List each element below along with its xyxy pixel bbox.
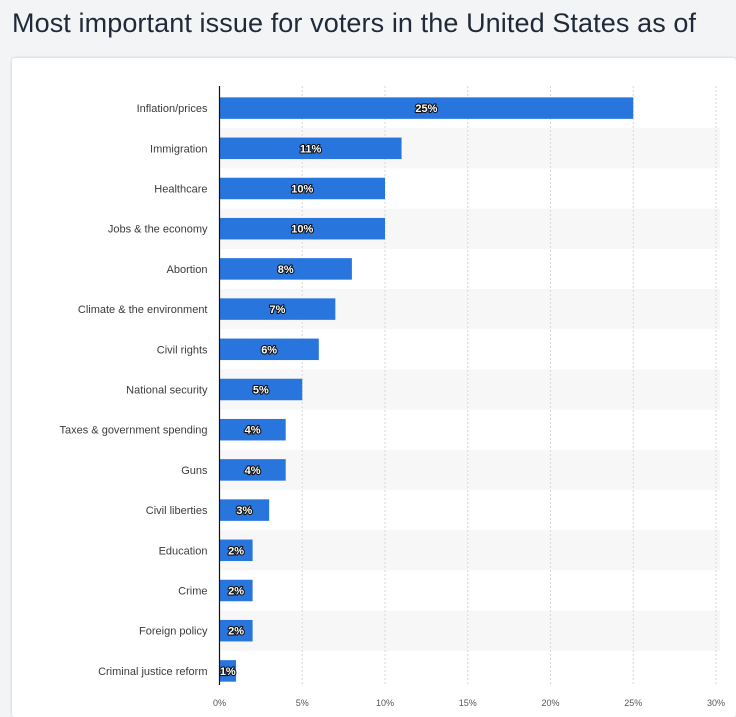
- bar: [219, 418, 286, 441]
- tick-label: 25%: [624, 698, 642, 708]
- category-label: Education: [159, 545, 208, 557]
- category-label: Taxes & government spending: [60, 425, 208, 437]
- data-label: 6%: [261, 344, 277, 356]
- category-label: Civil liberties: [146, 505, 208, 517]
- category-label: Criminal justice reform: [98, 666, 207, 678]
- category-label: Climate & the environment: [78, 304, 208, 316]
- bar: [219, 499, 270, 521]
- category-label: National security: [126, 385, 208, 397]
- tick-label: 15%: [459, 698, 477, 708]
- row-band: [219, 449, 720, 490]
- tick-labels: 0% 5% 10% 15% 20% 25% 30%: [213, 698, 725, 708]
- page-title: Most important issue for voters in the U…: [12, 8, 697, 38]
- data-label: 11%: [300, 143, 322, 155]
- data-label: 7%: [269, 304, 285, 316]
- bar: [219, 579, 253, 602]
- bar: [219, 539, 253, 562]
- category-label: Crime: [178, 586, 207, 598]
- data-label: 2%: [228, 545, 244, 557]
- tick-label: 10%: [376, 698, 394, 708]
- chart-card: Inflation/prices Immigration Healthcare Job…: [12, 58, 736, 717]
- bar: [219, 137, 402, 160]
- bar: [219, 97, 634, 119]
- category-label: Immigration: [150, 143, 207, 155]
- category-labels: Inflation/prices Immigration Healthcare Job…: [60, 103, 208, 678]
- data-labels: 25% 11% 10% 10% 8% 7% 6% 5% 4% 4% 3% 2% 2% 2% 1%: [219, 102, 439, 679]
- row-band: [219, 530, 720, 571]
- tick-label: 30%: [707, 698, 725, 708]
- bar: [219, 619, 253, 642]
- category-label: Inflation/prices: [137, 103, 208, 115]
- category-label: Healthcare: [154, 184, 207, 196]
- data-label: 10%: [291, 224, 313, 236]
- bars: [219, 97, 634, 682]
- category-label: Civil rights: [157, 344, 208, 356]
- category-label: Guns: [181, 465, 208, 477]
- bar: [219, 378, 303, 401]
- data-label: 8%: [278, 264, 294, 276]
- tick-label: 20%: [541, 698, 559, 708]
- data-label: 5%: [253, 385, 269, 397]
- bar-chart: Inflation/prices Immigration Healthcare Job…: [60, 86, 725, 708]
- data-label: 3%: [236, 505, 252, 517]
- data-label: 25%: [415, 103, 437, 115]
- data-label: 2%: [228, 626, 244, 638]
- category-label: Jobs & the economy: [108, 224, 208, 236]
- data-label: 2%: [228, 586, 244, 598]
- row-band: [219, 610, 720, 651]
- row-band: [219, 369, 720, 410]
- bar: [219, 258, 352, 280]
- bar: [219, 298, 336, 320]
- data-label: 4%: [245, 465, 261, 477]
- bar: [219, 459, 286, 481]
- bar: [219, 177, 385, 200]
- row-bands: [219, 128, 720, 651]
- data-label: 4%: [245, 425, 261, 437]
- category-label: Abortion: [167, 264, 208, 276]
- tick-label: 5%: [296, 698, 309, 708]
- bar: [219, 338, 319, 361]
- bar: [219, 217, 385, 240]
- category-label: Foreign policy: [139, 626, 208, 638]
- data-label: 1%: [220, 666, 236, 678]
- bar: [219, 660, 237, 682]
- data-label: 10%: [291, 184, 313, 196]
- tick-label: 0%: [213, 698, 226, 708]
